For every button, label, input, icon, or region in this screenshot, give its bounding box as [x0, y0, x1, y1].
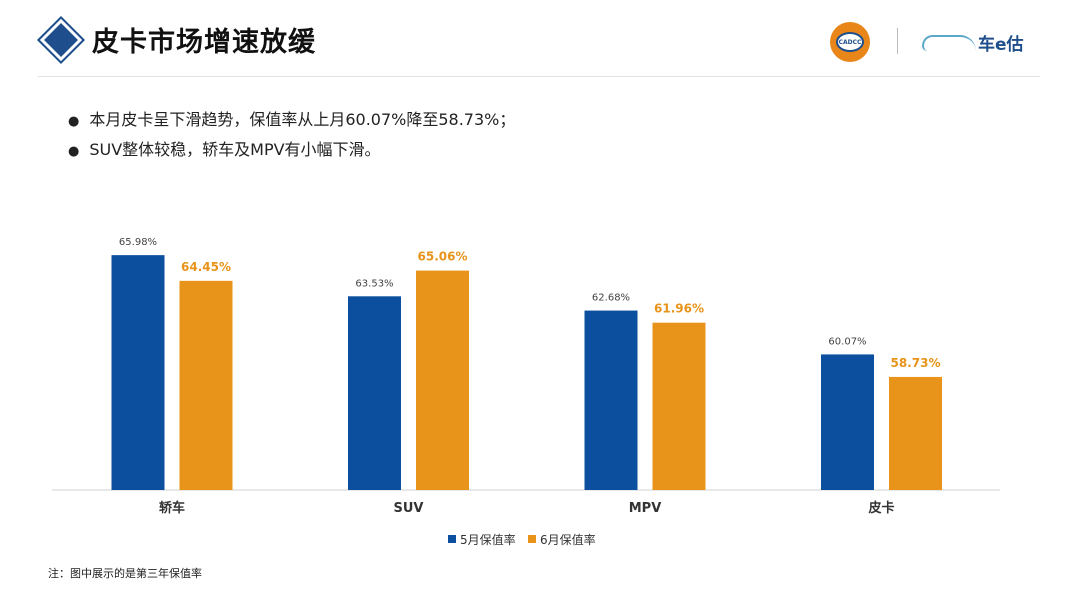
title-block: 皮卡市场增速放缓 [36, 15, 316, 64]
legend-label: 6月保值率 [540, 532, 596, 547]
category-label: 轿车 [159, 500, 185, 516]
bar [416, 270, 469, 490]
bar [111, 255, 165, 490]
footnote: 注：图中展示的是第三年保值率 [48, 567, 202, 580]
header-divider [38, 76, 1040, 77]
legend-label: 5月保值率 [460, 532, 516, 547]
bar [821, 354, 874, 490]
bar [652, 322, 706, 490]
data-label: 62.68% [592, 293, 630, 304]
data-label: 65.98% [119, 237, 157, 248]
legend-swatch [528, 535, 536, 543]
bullet-list: 本月皮卡呈下滑趋势，保值率从上月60.07%降至58.73%； SUV整体较稳，… [68, 106, 515, 166]
chee-gu-logo-text: 车e估 [978, 35, 1024, 55]
data-label: 63.53% [355, 278, 393, 289]
data-label: 60.07% [828, 336, 866, 347]
data-label: 61.96% [654, 302, 704, 316]
category-label: SUV [394, 501, 424, 516]
bar [179, 280, 233, 490]
bullet-item: SUV整体较稳，轿车及MPV有小幅下滑。 [68, 136, 515, 166]
bullet-item: 本月皮卡呈下滑趋势，保值率从上月60.07%降至58.73%； [68, 106, 515, 136]
bar [889, 376, 942, 490]
legend-swatch [448, 535, 456, 543]
data-label: 65.06% [418, 250, 468, 264]
category-label: 皮卡 [867, 500, 894, 516]
car-icon [922, 34, 976, 51]
category-label: MPV [629, 501, 662, 516]
data-label: 58.73% [891, 356, 941, 370]
bar [348, 296, 401, 490]
cadcc-logo: CADCC [830, 22, 870, 62]
chee-gu-logo: 车e估 [922, 30, 1024, 55]
page-title: 皮卡市场增速放缓 [92, 27, 316, 58]
cadcc-logo-text: CADCC [836, 32, 864, 52]
data-label: 64.45% [181, 260, 231, 274]
divider [897, 28, 898, 54]
bar [584, 310, 638, 490]
